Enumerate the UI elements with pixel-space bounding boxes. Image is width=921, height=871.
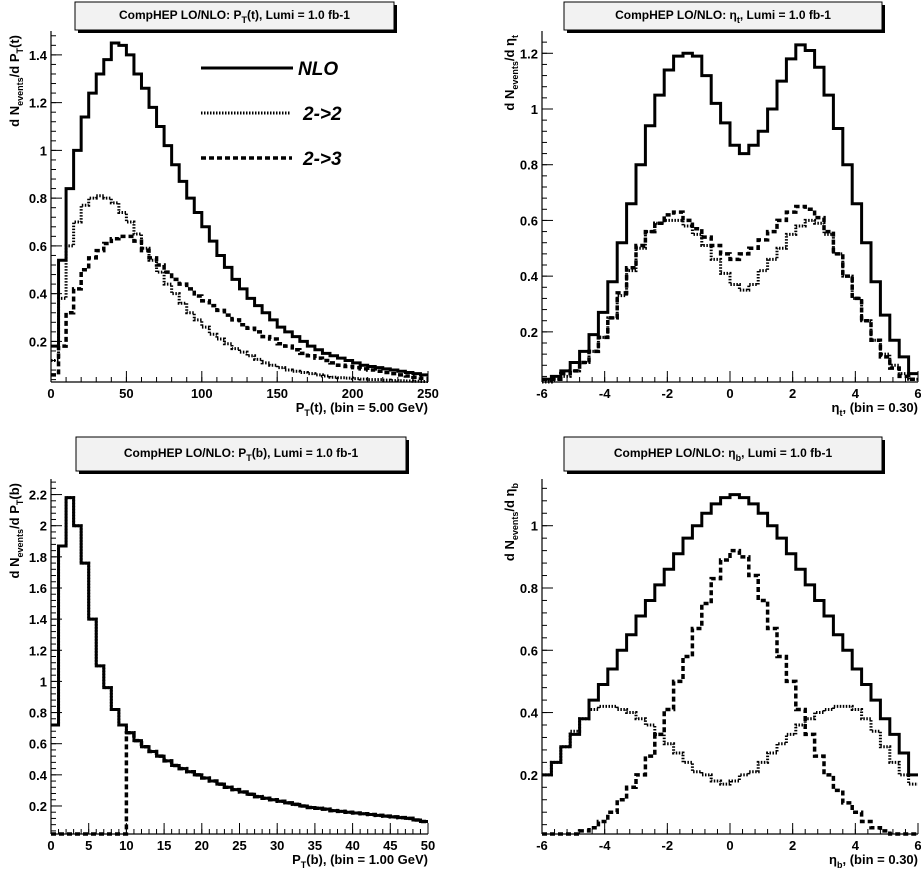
y-axis-title: d Nevents/d ηt: [502, 35, 520, 111]
series-dashed-line: [542, 548, 918, 836]
x-tick-label: 0: [47, 838, 54, 853]
y-tick-label: 0.2: [520, 768, 538, 783]
y-tick-label: 1.8: [29, 550, 47, 565]
series-dashed-line: [542, 204, 918, 381]
x-tick-label: 200: [342, 386, 364, 401]
y-axis-title: d Nevents/d PT(b): [7, 483, 25, 578]
y-tick-label: 1: [531, 102, 538, 117]
x-axis-title: PT(b), (bin = 1.00 GeV): [292, 852, 428, 870]
y-tick-label: 1.4: [29, 612, 48, 627]
y-tick-label: 0.6: [520, 643, 538, 658]
x-tick-label: 0: [726, 838, 733, 853]
y-axis-title: d Nevents/d ηb: [502, 483, 520, 562]
chart-pt-bottom-svg: 0.2 0.4 0.6 0.8 1 1.2 1.4 1.6 1.8 2 2.2 0 5 10 15 20 25 3…: [7, 436, 435, 870]
y-tick-label: 0.8: [29, 706, 47, 721]
chart-title: CompHEP LO/NLO: ηt, Lumi = 1.0 fb-1: [615, 8, 831, 25]
x-tick-label: 35: [308, 838, 322, 853]
series-solid-line: [542, 43, 918, 381]
y-tick-label: 1.2: [520, 46, 538, 61]
x-axis-title: PT(t), (bin = 5.00 GeV): [296, 400, 428, 418]
chart-title: CompHEP LO/NLO: PT(b), Lumi = 1.0 fb-1: [124, 446, 359, 463]
x-tick-label: -2: [662, 386, 674, 401]
y-tick-label: 0.6: [29, 737, 47, 752]
x-tick-label: 6: [914, 838, 921, 853]
title-box: [74, 1, 395, 31]
y-tick-label: 1.4: [29, 48, 48, 63]
y-tick-label: 0.8: [520, 581, 538, 596]
chart-pt-top: 0.2 0.4 0.6 0.8 1 1.2 1.4 0 50 100 150 200 250 PT(t),…: [0, 0, 460, 418]
y-tick-label: 0.6: [29, 239, 47, 254]
chart-eta-top-svg: 0.2 0.4 0.6 0.8 1 1.2 -6 -4 -2 0 2 4 6ηt, (bin = 0.3…: [502, 1, 921, 418]
x-tick-label: 6: [914, 386, 921, 401]
x-tick-label: 4: [852, 386, 860, 401]
series-solid-line: [542, 493, 918, 777]
legend-label: 2->2: [302, 104, 342, 125]
x-tick-label: 15: [157, 838, 171, 853]
y-tick-label: 0.4: [29, 287, 48, 302]
y-tick-label: 1: [40, 143, 47, 158]
y-tick-label: 0.2: [29, 334, 47, 349]
x-tick-label: 0: [47, 386, 54, 401]
series-dotted-line: [51, 194, 428, 384]
y-tick-label: 0.2: [29, 799, 47, 814]
y-tick-label: 1.6: [29, 581, 47, 596]
y-axis-title: d Nevents/d PT(t): [7, 35, 25, 127]
y-tick-label: 0.4: [29, 768, 48, 783]
y-tick-label: 0.4: [520, 706, 539, 721]
title-box: [75, 436, 407, 472]
x-axis-title: ηt, (bin = 0.30): [832, 400, 918, 418]
chart-title: CompHEP LO/NLO: PT(t), Lumi = 1.0 fb-1: [119, 8, 350, 25]
x-tick-label: 2: [789, 838, 796, 853]
y-tick-label: 1: [531, 519, 538, 534]
chart-pt-top-svg: 0.2 0.4 0.6 0.8 1 1.2 1.4 0 50 100 150 200 250PT(t),…: [7, 1, 439, 418]
chart-eta-bottom: 0.2 0.4 0.6 0.8 1 -6 -4 -2 0 2 4 6 ηb, (bin = 0.30) d…: [460, 435, 921, 871]
x-tick-label: 0: [726, 386, 733, 401]
y-tick-label: 2.2: [29, 488, 47, 503]
title-box: [563, 1, 883, 31]
x-tick-label: 250: [417, 386, 439, 401]
series-solid-line: [51, 496, 428, 824]
chart-title: CompHEP LO/NLO: ηb, Lumi = 1.0 fb-1: [614, 446, 833, 463]
series-dashed-line: [51, 731, 428, 836]
y-tick-label: 0.8: [29, 191, 47, 206]
legend-label: NLO: [298, 59, 338, 80]
chart-eta-bottom-svg: 0.2 0.4 0.6 0.8 1 -6 -4 -2 0 2 4 6ηb, (bin = 0.30) d…: [502, 436, 921, 870]
x-tick-label: 2: [789, 386, 796, 401]
title-box: [563, 436, 883, 472]
x-tick-label: 50: [421, 838, 435, 853]
x-tick-label: -6: [536, 386, 548, 401]
x-tick-label: -2: [662, 838, 674, 853]
x-tick-label: 20: [195, 838, 209, 853]
y-tick-label: 2: [40, 519, 47, 534]
y-tick-label: 1.2: [29, 643, 47, 658]
series-dashed-line: [51, 234, 428, 381]
x-tick-label: 50: [119, 386, 133, 401]
y-tick-label: 0.2: [520, 325, 538, 340]
x-tick-label: 4: [852, 838, 860, 853]
chart-pt-bottom: 0.2 0.4 0.6 0.8 1 1.2 1.4 1.6 1.8 2 2.2 0 5 10 15 20 25 3…: [0, 435, 460, 871]
x-tick-label: 150: [266, 386, 288, 401]
x-tick-label: 30: [270, 838, 284, 853]
x-tick-label: 100: [191, 386, 213, 401]
x-tick-label: 40: [345, 838, 359, 853]
chart-eta-top: 0.2 0.4 0.6 0.8 1 1.2 -6 -4 -2 0 2 4 6 ηt, (bin = 0.3…: [460, 0, 921, 418]
legend-label: 2->3: [302, 149, 342, 170]
series-solid-line: [51, 41, 428, 377]
x-tick-label: -6: [536, 838, 548, 853]
y-tick-label: 1.2: [29, 96, 47, 111]
x-tick-label: 5: [85, 838, 92, 853]
x-tick-label: 45: [383, 838, 397, 853]
y-tick-label: 0.8: [520, 158, 538, 173]
x-tick-label: 25: [232, 838, 246, 853]
y-tick-label: 0.4: [520, 269, 539, 284]
x-axis-title: ηb, (bin = 0.30): [829, 852, 918, 870]
series-dotted-line: [542, 704, 918, 786]
x-tick-label: -4: [599, 386, 611, 401]
x-tick-label: 10: [119, 838, 133, 853]
y-tick-label: 0.6: [520, 213, 538, 228]
series-dotted-line: [51, 496, 428, 824]
y-tick-label: 1: [40, 674, 47, 689]
x-tick-label: -4: [599, 838, 611, 853]
